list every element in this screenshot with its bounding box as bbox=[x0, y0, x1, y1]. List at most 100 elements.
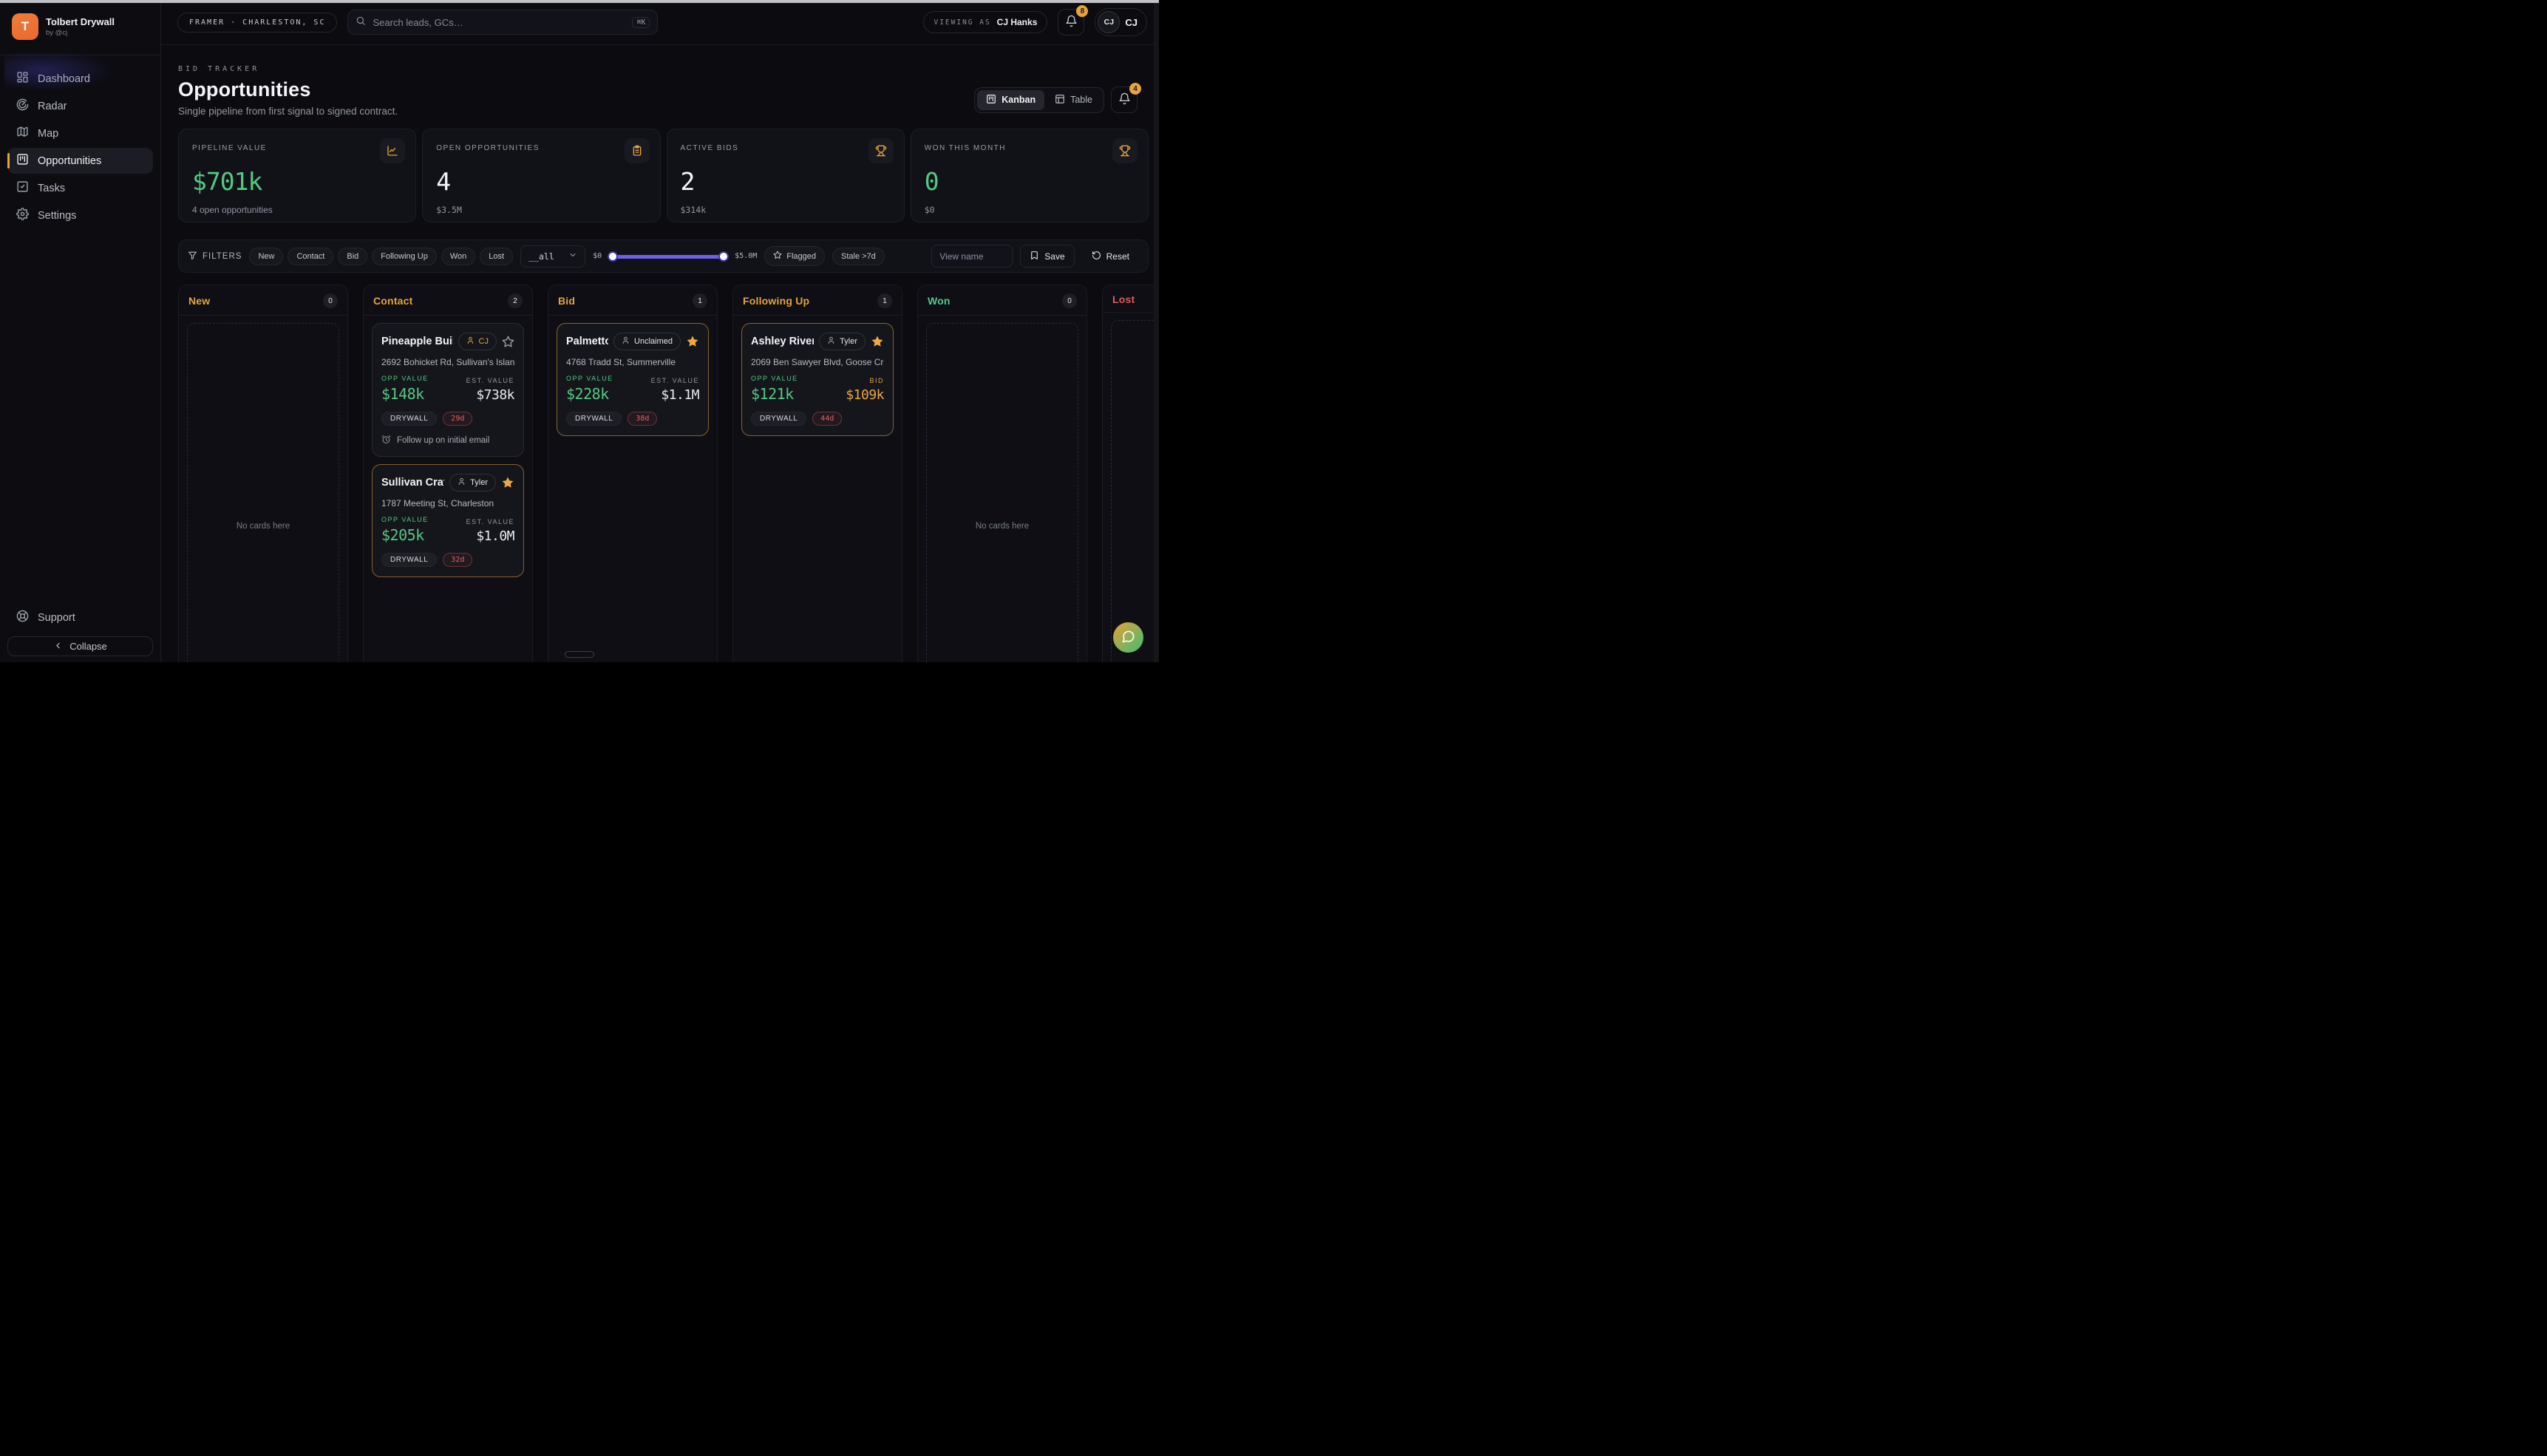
notification-count-badge: 8 bbox=[1076, 5, 1088, 17]
vertical-scrollbar-track[interactable] bbox=[1154, 0, 1159, 662]
assignee-pill[interactable]: Unclaimed bbox=[613, 333, 681, 350]
stage-filter-pills: New Contact Bid Following Up Won Lost bbox=[249, 248, 513, 265]
view-name-input[interactable] bbox=[931, 245, 1013, 268]
est-value-label: EST. VALUE bbox=[651, 377, 699, 384]
trophy-icon bbox=[868, 138, 894, 163]
column-body: Palmetto Bu… Unclaimed 4768 Tradd St, Su… bbox=[548, 316, 717, 662]
search-shortcut: ⌘K bbox=[632, 17, 650, 28]
opportunity-card[interactable]: Ashley River Ho… Tyler 2069 Ben Sawyer B… bbox=[741, 323, 894, 436]
view-kanban-tab[interactable]: Kanban bbox=[977, 90, 1044, 110]
trophy-icon bbox=[1112, 138, 1138, 163]
est-value-label: EST. VALUE bbox=[466, 518, 514, 525]
bid-value-label: BID bbox=[846, 377, 884, 384]
est-value: $1.0M bbox=[466, 528, 514, 544]
column-header: Bid 1 bbox=[548, 285, 717, 316]
star-icon[interactable] bbox=[871, 335, 884, 348]
header-controls: Kanban Table 4 bbox=[974, 86, 1138, 113]
est-value-label: EST. VALUE bbox=[466, 377, 514, 384]
save-label: Save bbox=[1044, 251, 1064, 262]
column-title: New bbox=[188, 295, 210, 307]
filters-label: FILTERS bbox=[203, 252, 242, 261]
stale-filter-pill[interactable]: Stale >7d bbox=[832, 248, 885, 265]
sidebar-item-label: Settings bbox=[38, 210, 76, 222]
column-title: Won bbox=[928, 295, 951, 307]
life-buoy-icon bbox=[16, 610, 29, 625]
assignee-pill[interactable]: Tyler bbox=[819, 333, 866, 350]
assignee-name: Tyler bbox=[470, 478, 488, 487]
slider-handle-max[interactable] bbox=[718, 251, 729, 262]
column-header: Following Up 1 bbox=[733, 285, 902, 316]
notifications-button[interactable]: 8 bbox=[1058, 9, 1084, 35]
empty-text: No cards here bbox=[976, 522, 1029, 531]
sidebar-item-settings[interactable]: Settings bbox=[7, 203, 153, 228]
sidebar-item-map[interactable]: Map bbox=[7, 120, 153, 146]
opportunity-card[interactable]: Palmetto Bu… Unclaimed 4768 Tradd St, Su… bbox=[557, 323, 709, 436]
stat-pipeline-value: PIPELINE VALUE $701k 4 open opportunitie… bbox=[178, 129, 416, 222]
column-body: Ashley River Ho… Tyler 2069 Ben Sawyer B… bbox=[733, 316, 902, 662]
flagged-filter-pill[interactable]: Flagged bbox=[764, 246, 825, 266]
alerts-button[interactable]: 4 bbox=[1111, 86, 1138, 113]
filter-pill-following-up[interactable]: Following Up bbox=[372, 248, 437, 265]
map-icon bbox=[16, 126, 29, 141]
empty-text: No cards here bbox=[237, 522, 290, 531]
value-range-slider[interactable] bbox=[609, 251, 727, 262]
opportunity-card[interactable]: Sullivan Craft Bu… Tyler 1787 Meeting St… bbox=[372, 464, 524, 577]
search-box[interactable]: ⌘K bbox=[347, 10, 658, 35]
filter-pill-new[interactable]: New bbox=[249, 248, 283, 265]
search-input[interactable] bbox=[373, 17, 625, 28]
filter-pill-won[interactable]: Won bbox=[441, 248, 475, 265]
opportunity-card[interactable]: Pineapple Build Co CJ 2692 Bohicket Rd, … bbox=[372, 323, 524, 457]
view-table-tab[interactable]: Table bbox=[1046, 90, 1101, 110]
stat-sub: $3.5M bbox=[436, 205, 646, 215]
stat-active-bids: ACTIVE BIDS 2 $314k bbox=[667, 129, 905, 222]
view-table-label: Table bbox=[1070, 95, 1092, 105]
user-short-name: CJ bbox=[1125, 17, 1138, 28]
assignee-pill[interactable]: Tyler bbox=[449, 474, 496, 491]
sidebar-item-tasks[interactable]: Tasks bbox=[7, 175, 153, 201]
slider-handle-min[interactable] bbox=[608, 251, 618, 262]
funnel-icon bbox=[188, 251, 197, 262]
board-horizontal-scrollbar-thumb[interactable] bbox=[565, 651, 594, 658]
alarm-clock-icon bbox=[381, 435, 391, 446]
card-title: Palmetto Bu… bbox=[566, 336, 608, 347]
sidebar-item-opportunities[interactable]: Opportunities bbox=[7, 148, 153, 174]
tasks-icon bbox=[16, 180, 29, 196]
card-title: Ashley River Ho… bbox=[751, 336, 814, 347]
filter-pill-contact[interactable]: Contact bbox=[288, 248, 333, 265]
workspace-switcher[interactable]: T Tolbert Drywall by @cj bbox=[0, 0, 160, 55]
filter-pill-lost[interactable]: Lost bbox=[480, 248, 513, 265]
est-value: $1.1M bbox=[651, 387, 699, 403]
sidebar-item-support[interactable]: Support bbox=[7, 605, 153, 630]
column-body: No cards here bbox=[918, 316, 1087, 662]
trade-tag: DRYWALL bbox=[751, 412, 806, 426]
sidebar-item-radar[interactable]: Radar bbox=[7, 93, 153, 119]
reset-filters-button[interactable]: Reset bbox=[1082, 245, 1139, 268]
star-icon[interactable] bbox=[501, 476, 514, 489]
filter-pill-bid[interactable]: Bid bbox=[338, 248, 367, 265]
region-badge: FRAMER · CHARLESTON, SC bbox=[177, 13, 337, 33]
trade-select[interactable]: __all bbox=[520, 245, 585, 268]
kanban-icon bbox=[16, 153, 29, 169]
viewing-as-badge[interactable]: VIEWING AS CJ Hanks bbox=[923, 11, 1047, 33]
kanban-column-lost: Lost bbox=[1102, 285, 1159, 662]
opp-value-label: OPP VALUE bbox=[381, 375, 429, 382]
column-title: Bid bbox=[558, 295, 575, 307]
collapse-sidebar-button[interactable]: Collapse bbox=[7, 636, 153, 656]
page-content: BID TRACKER Opportunities Single pipelin… bbox=[161, 45, 1159, 662]
card-address: 2692 Bohicket Rd, Sullivan's Island bbox=[381, 357, 514, 367]
star-icon[interactable] bbox=[502, 336, 514, 348]
user-menu[interactable]: CJ CJ bbox=[1095, 8, 1147, 36]
star-icon[interactable] bbox=[686, 335, 699, 348]
assignee-pill[interactable]: CJ bbox=[458, 333, 497, 350]
save-view-button[interactable]: Save bbox=[1020, 245, 1074, 268]
stats-row: PIPELINE VALUE $701k 4 open opportunitie… bbox=[178, 129, 1149, 222]
collapse-label: Collapse bbox=[69, 641, 107, 652]
brand-logo: T bbox=[12, 13, 38, 40]
sidebar-item-dashboard[interactable]: Dashboard bbox=[7, 66, 153, 92]
opp-value: $228k bbox=[566, 385, 613, 403]
range-max-label: $5.0M bbox=[735, 252, 757, 260]
chat-fab-button[interactable] bbox=[1113, 622, 1143, 653]
bid-value: $109k bbox=[846, 387, 884, 403]
column-title: Contact bbox=[373, 295, 413, 307]
sidebar: T Tolbert Drywall by @cj Dashboard Radar… bbox=[0, 0, 161, 662]
